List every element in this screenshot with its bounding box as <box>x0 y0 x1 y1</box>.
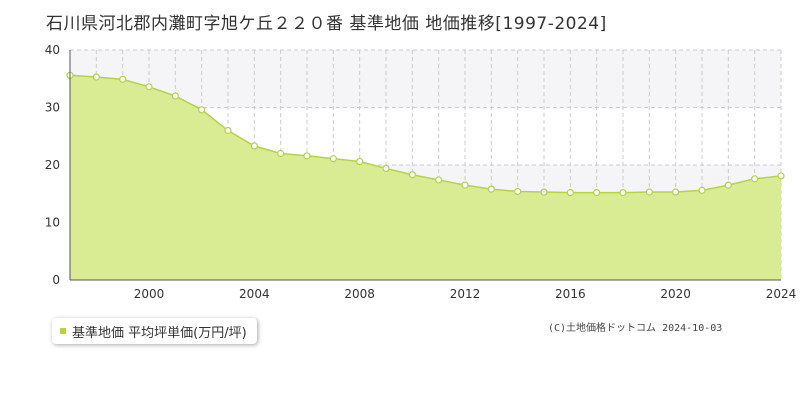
y-tick-label: 40 <box>45 43 60 57</box>
data-point <box>250 142 258 150</box>
plot-band <box>70 50 781 108</box>
data-point <box>461 181 469 189</box>
y-tick-label: 30 <box>45 101 60 115</box>
x-tick-label: 2004 <box>239 287 270 301</box>
data-point <box>435 176 443 184</box>
x-tick-label: 2000 <box>134 287 165 301</box>
y-tick-label: 0 <box>52 273 60 287</box>
data-point <box>540 188 548 196</box>
data-point <box>408 171 416 179</box>
x-tick-label: 2008 <box>344 287 375 301</box>
data-point <box>382 164 390 173</box>
data-point <box>277 149 285 158</box>
data-point <box>751 175 759 183</box>
data-point <box>777 172 785 180</box>
legend-swatch <box>60 328 66 334</box>
data-point <box>224 126 232 135</box>
y-tick-label: 10 <box>45 216 60 230</box>
legend[interactable]: 基準地価 平均坪単価(万円/坪) <box>52 318 257 344</box>
chart-title: 石川県河北郡内灘町字旭ケ丘２２０番 基準地価 地価推移[1997-2024] <box>46 14 607 34</box>
data-point <box>672 188 680 196</box>
data-point <box>593 189 601 197</box>
data-point <box>356 157 364 166</box>
data-point <box>566 189 574 197</box>
copyright-text: (C)土地価格ドットコム 2024-10-03 <box>548 323 723 334</box>
x-tick-label: 2024 <box>766 287 797 301</box>
data-point <box>303 152 311 160</box>
data-point <box>487 185 495 193</box>
series-line <box>69 74 782 194</box>
x-tick-label: 2016 <box>555 287 586 301</box>
data-point <box>198 106 206 114</box>
legend-label: 基準地価 平均坪単価(万円/坪) <box>72 325 247 341</box>
data-point <box>514 187 522 196</box>
data-point <box>145 83 153 91</box>
data-point <box>329 155 337 163</box>
data-point <box>619 189 627 197</box>
data-point <box>119 75 127 83</box>
data-point <box>171 92 179 100</box>
x-tick-label: 2012 <box>450 287 481 301</box>
data-point <box>698 186 706 194</box>
x-tick-label: 2020 <box>660 287 691 301</box>
data-point <box>92 73 100 81</box>
y-tick-label: 20 <box>45 158 60 172</box>
data-point <box>645 188 653 196</box>
data-point <box>724 181 732 189</box>
